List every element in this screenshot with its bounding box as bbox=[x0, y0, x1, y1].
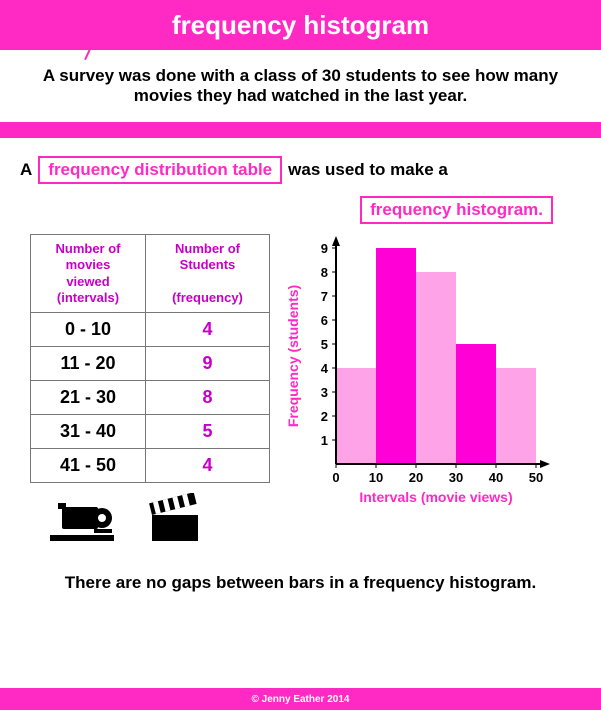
svg-text:8: 8 bbox=[321, 265, 328, 280]
sentence-mid: was used to make a bbox=[288, 160, 448, 180]
divider-bar bbox=[0, 122, 601, 138]
table-column: Number of movies viewed (intervals) Numb… bbox=[20, 234, 280, 543]
th2-l3: (frequency) bbox=[172, 290, 243, 305]
chart-column: 1 2 3 4 5 6 7 8 9 0 10 20 30 40 50 Intervals (movie vie… bbox=[280, 234, 581, 543]
intro-text: A survey was done with a class of 30 stu… bbox=[0, 50, 601, 122]
histogram-chart: 1 2 3 4 5 6 7 8 9 0 10 20 30 40 50 Intervals (movie vie… bbox=[280, 234, 560, 514]
boxed-term-row2: frequency histogram. bbox=[20, 196, 581, 224]
table-header-frequency: Number of Students (frequency) bbox=[145, 235, 269, 313]
boxed-term-distribution: frequency distribution table bbox=[38, 156, 282, 184]
svg-text:50: 50 bbox=[529, 470, 543, 485]
svg-text:3: 3 bbox=[321, 385, 328, 400]
table-row: 0 - 104 bbox=[31, 313, 270, 347]
frequency-table: Number of movies viewed (intervals) Numb… bbox=[30, 234, 270, 483]
footer-text: © Jenny Eather 2014 bbox=[252, 694, 350, 705]
page-title: frequency histogram bbox=[172, 10, 429, 41]
sentence-prefix: A bbox=[20, 160, 32, 180]
th1-l2: movies bbox=[66, 257, 111, 272]
cell-frequency: 9 bbox=[145, 347, 269, 381]
footer-bar: © Jenny Eather 2014 bbox=[0, 688, 601, 710]
svg-text:10: 10 bbox=[369, 470, 383, 485]
th1-l3: viewed bbox=[66, 274, 109, 289]
cell-interval: 31 - 40 bbox=[31, 415, 146, 449]
svg-text:40: 40 bbox=[489, 470, 503, 485]
table-row: 31 - 405 bbox=[31, 415, 270, 449]
svg-text:4: 4 bbox=[321, 361, 329, 376]
svg-text:7: 7 bbox=[321, 289, 328, 304]
cell-frequency: 8 bbox=[145, 381, 269, 415]
svg-text:30: 30 bbox=[449, 470, 463, 485]
title-bar: frequency histogram bbox=[0, 0, 601, 50]
clapperboard-icon bbox=[148, 493, 202, 543]
sentence-row: A frequency distribution table was used … bbox=[20, 156, 581, 184]
th2-l2: Students bbox=[180, 257, 236, 272]
cell-frequency: 4 bbox=[145, 449, 269, 483]
th1-l4: (intervals) bbox=[57, 290, 119, 305]
th2-l1: Number of bbox=[175, 241, 240, 256]
cell-interval: 41 - 50 bbox=[31, 449, 146, 483]
svg-text:9: 9 bbox=[321, 241, 328, 256]
content-area: A frequency distribution table was used … bbox=[0, 138, 601, 593]
cell-frequency: 5 bbox=[145, 415, 269, 449]
cell-interval: 21 - 30 bbox=[31, 381, 146, 415]
svg-text:20: 20 bbox=[409, 470, 423, 485]
cell-frequency: 4 bbox=[145, 313, 269, 347]
table-header-intervals: Number of movies viewed (intervals) bbox=[31, 235, 146, 313]
svg-text:Intervals (movie views): Intervals (movie views) bbox=[359, 489, 512, 505]
cell-interval: 11 - 20 bbox=[31, 347, 146, 381]
camera-icon bbox=[48, 493, 118, 543]
svg-text:1: 1 bbox=[321, 433, 328, 448]
cell-interval: 0 - 10 bbox=[31, 313, 146, 347]
svg-text:5: 5 bbox=[321, 337, 328, 352]
boxed-term-histogram: frequency histogram. bbox=[360, 196, 553, 224]
bottom-note: There are no gaps between bars in a freq… bbox=[20, 573, 581, 593]
svg-text:6: 6 bbox=[321, 313, 328, 328]
table-row: 11 - 209 bbox=[31, 347, 270, 381]
svg-text:0: 0 bbox=[332, 470, 339, 485]
svg-text:Frequency (students): Frequency (students) bbox=[285, 285, 301, 427]
svg-text:2: 2 bbox=[321, 409, 328, 424]
table-row: 41 - 504 bbox=[31, 449, 270, 483]
icons-row bbox=[30, 493, 280, 543]
th1-l1: Number of bbox=[55, 241, 120, 256]
table-row: 21 - 308 bbox=[31, 381, 270, 415]
